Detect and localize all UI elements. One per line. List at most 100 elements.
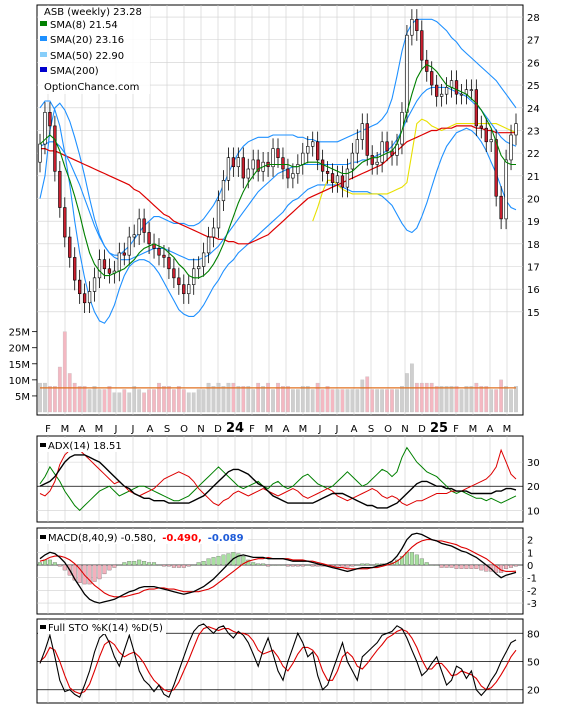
candle-body xyxy=(405,34,409,113)
volume-bar xyxy=(122,389,127,413)
candle-body xyxy=(236,157,240,168)
candle-body xyxy=(400,112,404,145)
candle-body xyxy=(73,257,77,281)
volume-bar xyxy=(38,382,42,413)
volume-bar xyxy=(231,382,236,413)
volume-bar xyxy=(405,373,409,413)
macd-histogram-bar xyxy=(112,564,117,568)
macd-histogram-bar xyxy=(266,564,271,567)
volume-bar xyxy=(271,389,275,413)
x-month-label: D xyxy=(418,424,426,435)
volume-bar xyxy=(132,386,137,413)
x-month-label: O xyxy=(180,424,188,435)
legend-background xyxy=(38,6,150,94)
candle-body xyxy=(147,232,151,245)
candle-body xyxy=(311,141,315,147)
legend-swatch-sma50 xyxy=(40,52,47,57)
candle-body xyxy=(296,164,300,174)
axis-labels: F M A M J J A S O N D 24 F M A M J J A S O N D 25 F M A M1516171819… xyxy=(9,13,540,697)
volume-bar xyxy=(157,382,161,413)
volume-bar xyxy=(395,389,399,413)
macd-histogram-bar xyxy=(280,564,285,566)
adx-legend-bg xyxy=(38,438,124,452)
macd-legend: MACD(8,40,9) -0.580, -0.490, -0.089 xyxy=(38,530,248,544)
volume-bar xyxy=(454,386,459,413)
macd-histogram-bar xyxy=(494,564,499,573)
macd-histogram-bar xyxy=(300,564,305,567)
candle-body xyxy=(251,159,255,170)
candle-body xyxy=(281,157,285,170)
macd-histogram-bar xyxy=(211,557,216,566)
candle-body xyxy=(276,148,280,158)
volume-bar xyxy=(152,389,156,413)
x-month-label: O xyxy=(384,424,392,435)
macd-histogram-bar xyxy=(370,564,375,566)
candle-body xyxy=(58,170,62,208)
candle-body xyxy=(286,168,290,179)
macd-histogram-bar xyxy=(504,564,509,569)
x-month-label: J xyxy=(131,424,135,435)
macd-histogram-bar xyxy=(365,563,370,566)
macd-histogram-bar xyxy=(137,559,142,566)
volume-bar xyxy=(221,386,226,413)
volume-bar xyxy=(127,392,132,413)
volume-bar xyxy=(305,386,310,413)
macd-histogram-bar xyxy=(256,563,261,566)
candle-body xyxy=(459,93,464,96)
candle-body xyxy=(68,236,72,258)
volume-bar xyxy=(53,386,57,413)
candle-body xyxy=(335,175,340,183)
macd-histogram-bar xyxy=(102,564,107,575)
stochastic-y-tick: 20 xyxy=(527,686,540,697)
volume-bar xyxy=(291,389,295,413)
volume-bar xyxy=(419,382,424,413)
price-y-tick: 15 xyxy=(527,308,540,319)
volume-bar xyxy=(385,389,389,413)
macd-histogram-bar xyxy=(305,564,310,566)
volume-bar xyxy=(181,389,186,413)
volume-bar xyxy=(276,382,280,413)
x-month-label: M xyxy=(61,424,70,435)
macd-histogram-bar xyxy=(132,561,137,566)
volume-bar xyxy=(414,382,419,413)
x-month-label: M xyxy=(299,424,308,435)
candle-body xyxy=(435,84,439,97)
macd-histogram-bar xyxy=(147,562,152,566)
adx-y-tick: 30 xyxy=(527,458,540,469)
volume-bar xyxy=(464,386,469,413)
plus-di-line xyxy=(39,446,517,512)
candle-body xyxy=(350,152,355,170)
macd-histogram-bar xyxy=(439,564,444,568)
candle-body xyxy=(420,30,424,61)
macd-histogram-bar xyxy=(57,564,62,567)
stochastic-title: Full STO %K(14) %D(5) xyxy=(48,623,163,634)
volume-bar xyxy=(504,386,508,413)
macd-histogram-bar xyxy=(191,564,196,566)
price-y-tick: 16 xyxy=(527,285,540,296)
x-month-label: S xyxy=(164,424,170,435)
macd-histogram-bar xyxy=(87,564,92,585)
volume-bar xyxy=(355,389,360,413)
macd-legend-bg xyxy=(38,530,248,544)
macd-histogram-bar xyxy=(142,561,147,566)
candle-body xyxy=(291,173,295,179)
volume-bar xyxy=(256,382,261,413)
candle-body xyxy=(345,168,350,188)
macd-histogram-bar xyxy=(444,564,449,568)
macd-histogram-bar xyxy=(360,563,365,566)
volume-bar xyxy=(172,389,176,413)
candle-body xyxy=(201,252,206,267)
macd-histogram-bar xyxy=(181,564,186,568)
volume-bar xyxy=(226,382,231,413)
volume-bar xyxy=(459,389,464,413)
volume-bar xyxy=(241,386,246,413)
legend-sma8: SMA(8) 21.54 xyxy=(50,20,118,31)
macd-histogram-bar xyxy=(514,564,518,567)
macd-histogram-bar xyxy=(236,553,241,566)
macd-histogram-bar xyxy=(226,553,231,566)
volume-bar xyxy=(211,386,216,413)
macd-histogram-bar xyxy=(375,563,380,566)
candle-body xyxy=(157,248,161,256)
candle-body xyxy=(474,89,478,127)
sma8-line xyxy=(39,64,516,279)
